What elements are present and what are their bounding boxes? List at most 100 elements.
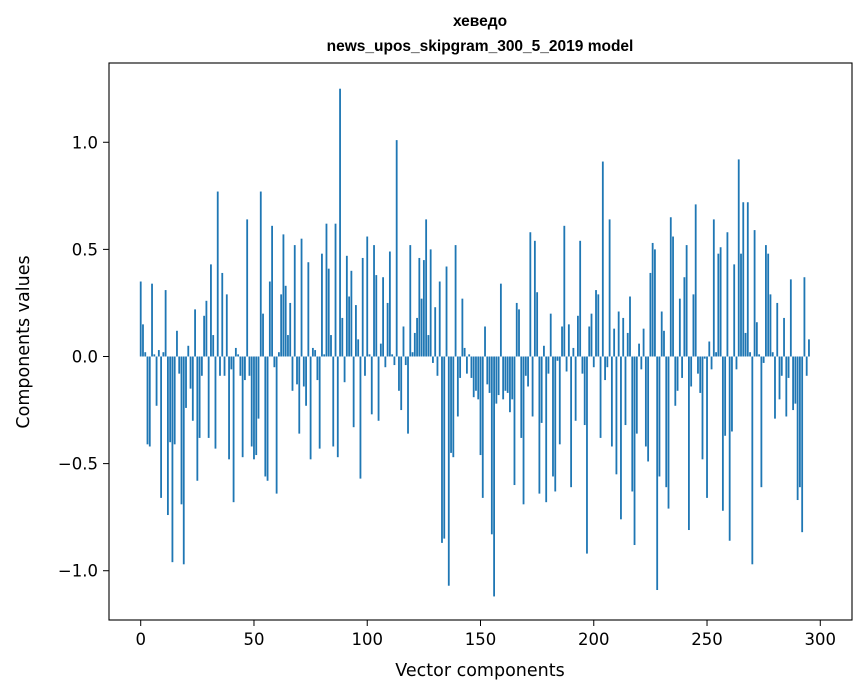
bar-202 [597,294,600,357]
bar-32 [212,335,215,357]
bar-164 [511,356,514,400]
bar-133 [441,356,443,543]
bar-195 [581,356,584,374]
bar-156 [493,356,495,597]
bar-218 [633,356,636,546]
bar-48 [248,356,251,376]
bar-172 [529,232,532,357]
bar-204 [601,161,604,357]
bar-182 [552,356,554,477]
bar-81 [323,354,326,357]
bar-9 [160,356,162,498]
bar-138 [452,356,455,458]
bar-152 [484,326,486,357]
bar-119 [409,245,412,357]
bar-203 [599,356,602,438]
bar-185 [558,356,561,445]
bar-175 [536,292,539,357]
bar-19 [182,356,185,565]
bar-229 [658,356,661,477]
bar-16 [176,330,178,357]
bar-186 [561,326,563,357]
bar-221 [640,356,643,370]
bar-290 [796,356,799,501]
bar-24 [194,309,196,357]
bar-285 [785,356,788,417]
bar-249 [703,356,706,359]
bar-89 [341,317,344,357]
bar-139 [454,245,457,357]
bar-13 [169,356,172,443]
bar-39 [228,356,230,460]
bar-3 [146,356,149,445]
bar-61 [277,352,280,357]
bar-224 [647,356,650,462]
bar-21 [187,345,190,357]
bar-69 [296,356,298,385]
bar-2 [144,352,147,357]
bar-34 [216,191,219,357]
bar-31 [210,264,212,357]
bar-109 [386,302,389,357]
bar-113 [395,140,398,357]
x-tick-label: 100 [351,630,383,649]
bar-95 [355,305,357,357]
bar-167 [518,309,520,357]
bar-64 [284,285,287,357]
bar-91 [345,255,348,357]
bar-41 [232,356,235,503]
bar-103 [373,245,375,357]
bar-101 [368,354,371,357]
bar-237 [676,356,679,391]
bar-44 [239,356,242,376]
bar-52 [257,356,260,419]
bar-26 [198,356,201,438]
bar-121 [413,332,416,357]
bar-53 [259,191,262,357]
bar-274 [760,356,763,488]
bar-22 [189,356,192,389]
bar-151 [481,356,484,498]
bar-283 [780,356,783,376]
bar-163 [509,356,511,413]
chart-title-line1: хеведо [453,13,507,30]
bar-289 [794,356,797,404]
bar-60 [275,356,278,494]
bar-208 [610,356,613,447]
bar-207 [608,219,611,357]
bar-148 [475,356,477,391]
bar-278 [769,294,772,357]
bar-56 [266,356,269,481]
bar-189 [567,324,570,357]
bar-267 [744,332,747,357]
bar-20 [185,356,187,408]
bar-25 [196,356,199,481]
bar-85 [332,356,335,447]
bar-50 [253,356,255,460]
x-tick-label: 250 [691,630,723,649]
x-tick-label: 200 [578,630,610,649]
bar-35 [219,356,221,376]
bar-231 [663,330,665,357]
bar-258 [724,356,727,436]
bar-269 [749,352,751,357]
bars-group [139,88,810,597]
bar-33 [214,356,217,449]
bar-7 [155,356,158,406]
bar-184 [556,356,559,361]
bar-162 [506,356,509,393]
bar-145 [468,354,471,357]
bar-254 [715,352,717,357]
bar-104 [375,275,378,357]
bar-209 [613,328,616,357]
bar-211 [617,311,620,357]
bar-98 [361,257,364,357]
bar-70 [298,356,301,434]
bar-271 [753,230,756,357]
bar-286 [787,356,790,378]
bar-134 [443,356,446,539]
bar-147 [472,356,475,398]
bar-165 [513,356,516,486]
bar-92 [348,296,351,357]
bar-8 [157,350,160,357]
